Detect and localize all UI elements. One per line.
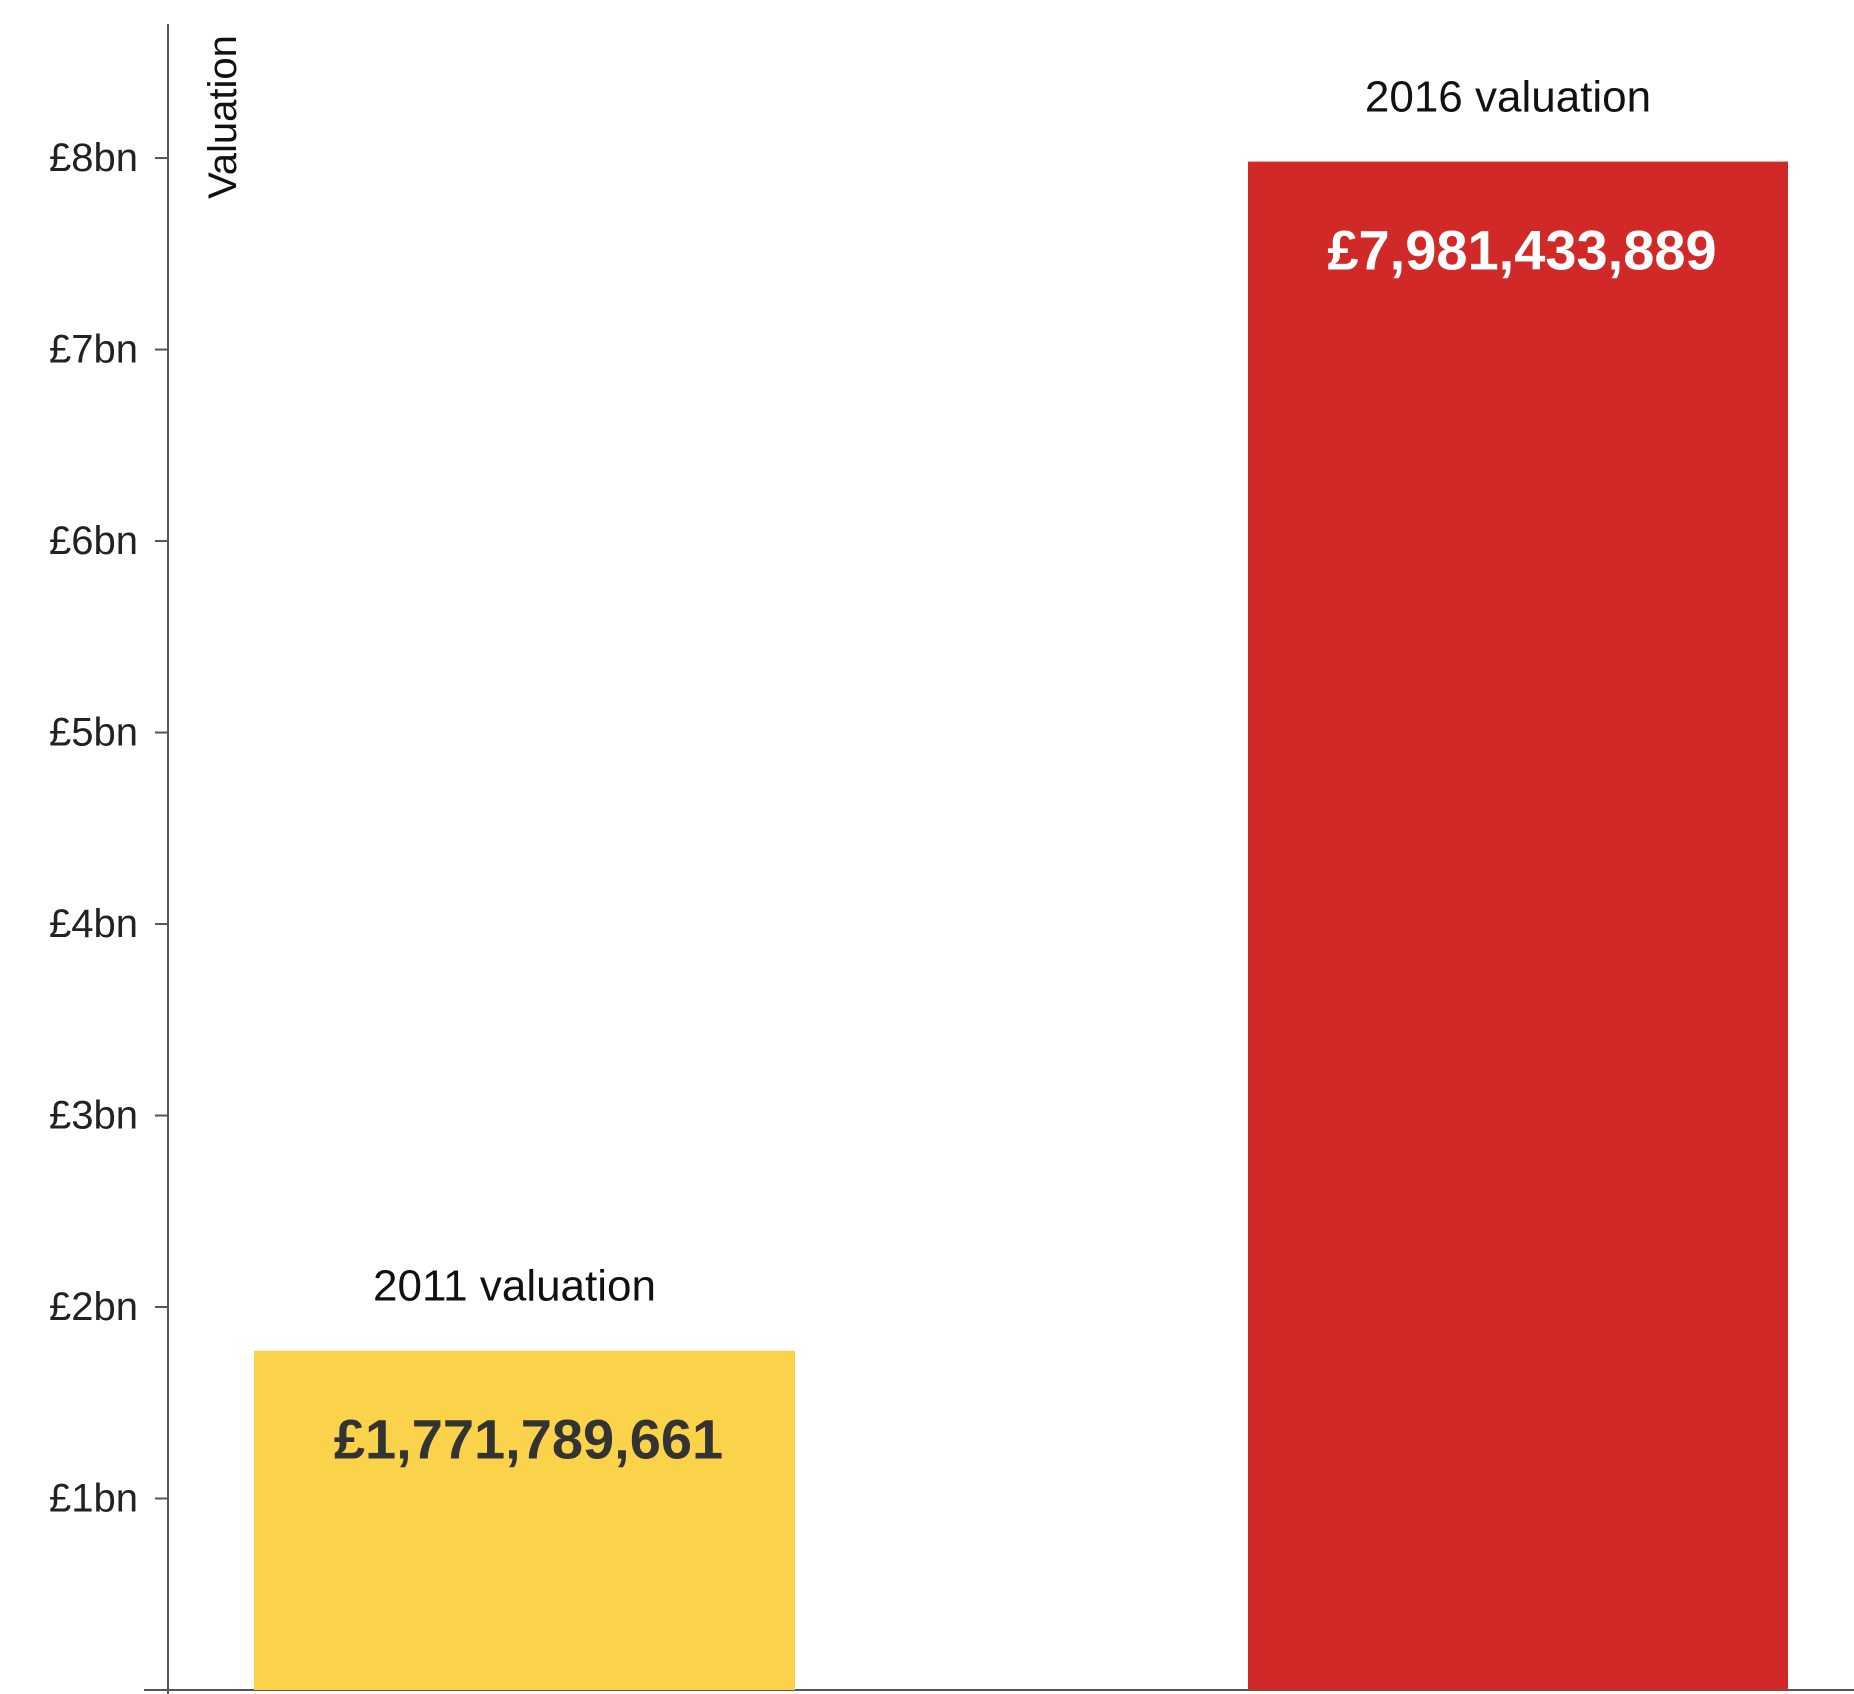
- data-label: £7,981,433,889: [1327, 219, 1716, 282]
- y-axis-ticks: £1bn £2bn £3bn £4bn £5bn £6bn £7bn £8bn: [49, 136, 168, 1521]
- category-label: 2011 valuation: [373, 1262, 656, 1311]
- y-tick-label: £6bn: [49, 519, 138, 563]
- category-label: 2016 valuation: [1365, 73, 1651, 122]
- y-tick-label: £1bn: [49, 1477, 138, 1521]
- y-tick-label: £5bn: [49, 711, 138, 755]
- bar: [1248, 161, 1788, 1690]
- y-tick-label: £3bn: [49, 1094, 138, 1138]
- bars: 2011 valuation £1,771,789,661 2016 valuati…: [254, 73, 1788, 1690]
- bar: [254, 1350, 795, 1690]
- y-tick-label: £2bn: [49, 1285, 138, 1329]
- y-tick-label: £7bn: [49, 328, 138, 372]
- y-tick-label: £4bn: [49, 902, 138, 946]
- y-tick-label: £8bn: [49, 136, 138, 180]
- data-label: £1,771,789,661: [334, 1408, 723, 1471]
- y-axis-title: Valuation: [201, 35, 245, 199]
